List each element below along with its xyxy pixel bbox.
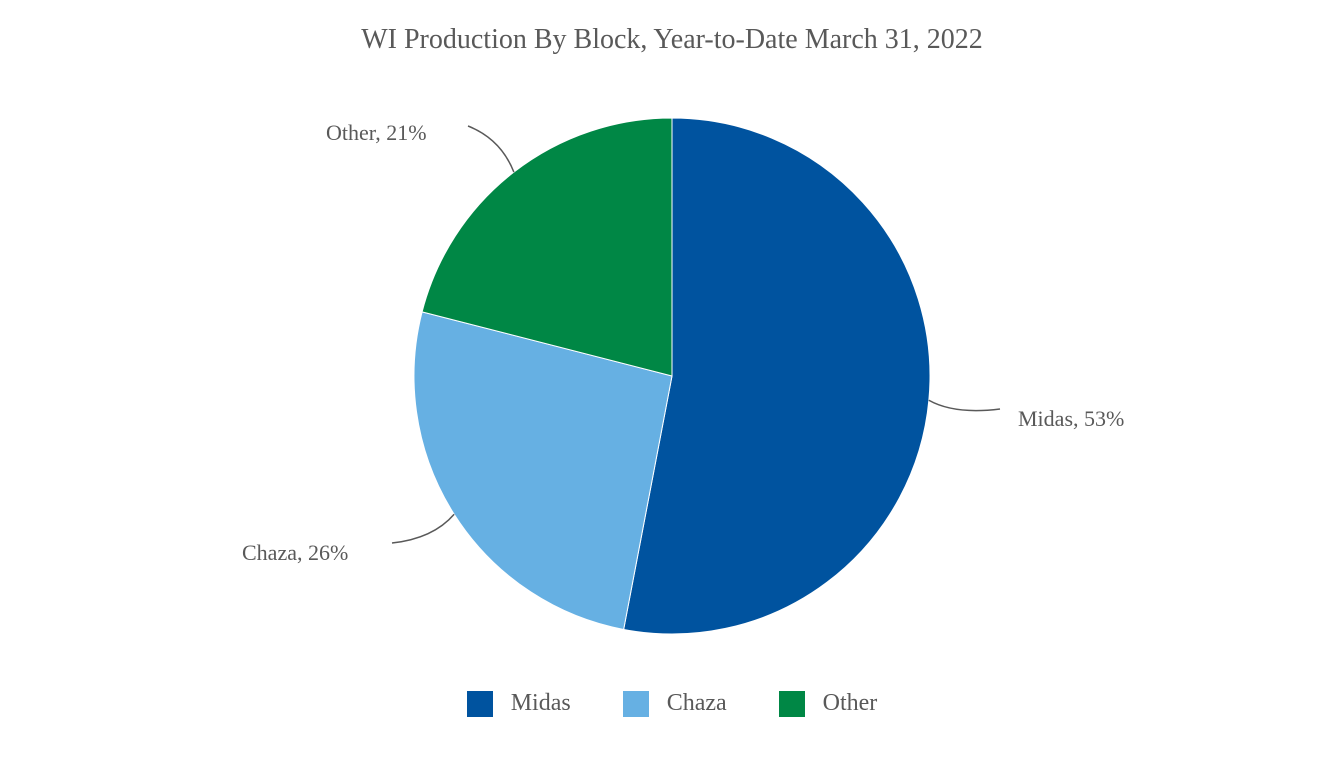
data-labels: Midas, 53% Chaza, 26% Other, 21%	[242, 120, 1124, 565]
legend-label-midas: Midas	[510, 690, 571, 716]
legend-swatch-other	[778, 690, 805, 717]
data-label-chaza: Chaza, 26%	[242, 540, 348, 565]
legend: Midas Chaza Other	[0, 690, 1344, 717]
leader-line-midas	[928, 399, 1001, 412]
pie-slices	[413, 117, 931, 635]
leader-lines	[391, 125, 1001, 544]
legend-item-chaza: Chaza	[622, 690, 727, 717]
legend-item-midas: Midas	[466, 690, 571, 717]
legend-swatch-midas	[466, 690, 493, 717]
data-label-midas: Midas, 53%	[1018, 406, 1124, 431]
pie-slice-other	[421, 117, 673, 377]
pie-slice-midas	[623, 117, 931, 635]
legend-label-chaza: Chaza	[666, 690, 727, 716]
pie-slice-chaza	[413, 311, 673, 631]
leader-line-chaza	[391, 513, 455, 544]
legend-label-other: Other	[822, 690, 878, 716]
data-label-other: Other, 21%	[326, 120, 427, 145]
legend-swatch-chaza	[622, 690, 649, 717]
leader-line-other	[467, 125, 515, 173]
legend-item-other: Other	[778, 690, 878, 717]
chart-title: WI Production By Block, Year-to-Date Mar…	[361, 24, 983, 55]
